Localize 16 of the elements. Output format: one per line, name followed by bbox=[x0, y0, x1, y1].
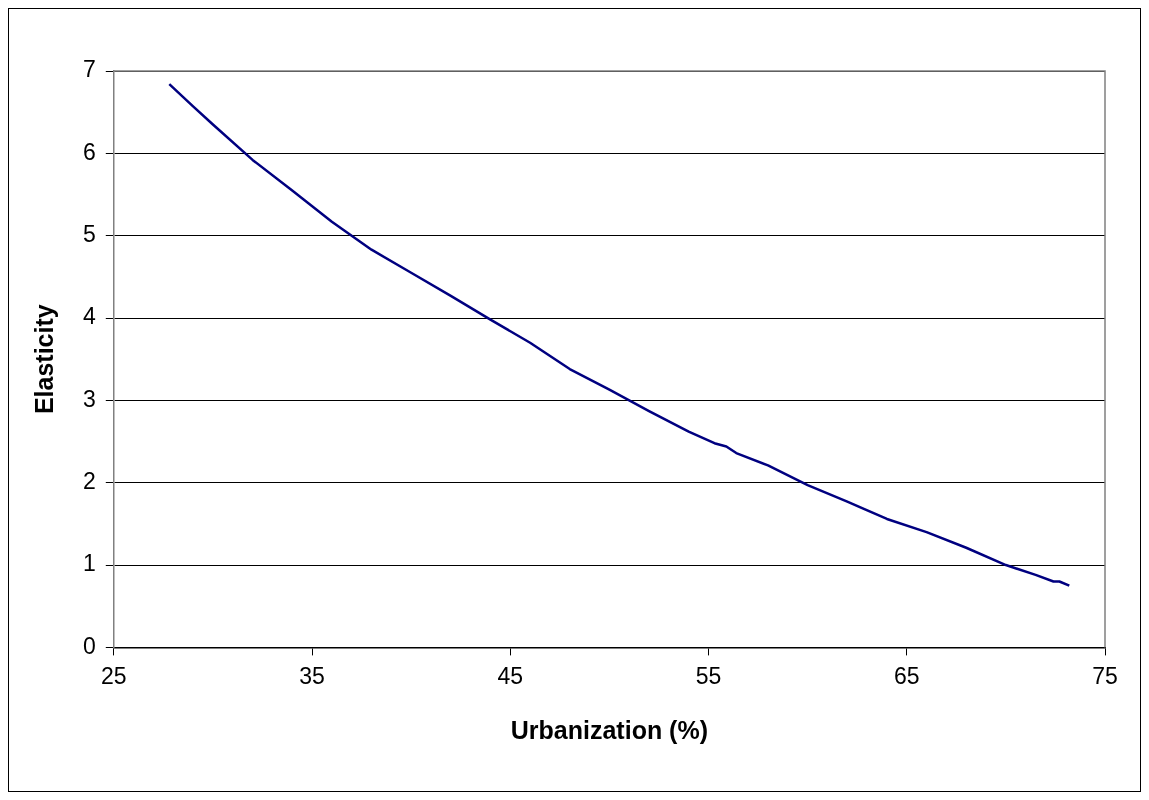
y-axis-title: Elasticity bbox=[29, 304, 58, 415]
x-tick-label: 25 bbox=[100, 662, 127, 689]
x-tick-label: 45 bbox=[497, 662, 524, 689]
y-tick-label: 5 bbox=[82, 221, 96, 248]
x-tick-label: 55 bbox=[695, 662, 722, 689]
y-tick-label: 1 bbox=[82, 550, 96, 577]
y-tick-label: 2 bbox=[82, 468, 96, 495]
y-tick-label: 6 bbox=[82, 138, 96, 165]
y-tick-label: 4 bbox=[82, 303, 96, 330]
x-axis-title: Urbanization (%) bbox=[510, 715, 709, 744]
x-tick-label: 75 bbox=[1092, 662, 1118, 689]
x-tick-label: 65 bbox=[893, 662, 920, 689]
y-tick-label: 0 bbox=[82, 632, 96, 659]
y-tick-label: 7 bbox=[82, 56, 96, 83]
x-tick-label: 35 bbox=[299, 662, 325, 689]
y-tick-label: 3 bbox=[82, 385, 96, 412]
